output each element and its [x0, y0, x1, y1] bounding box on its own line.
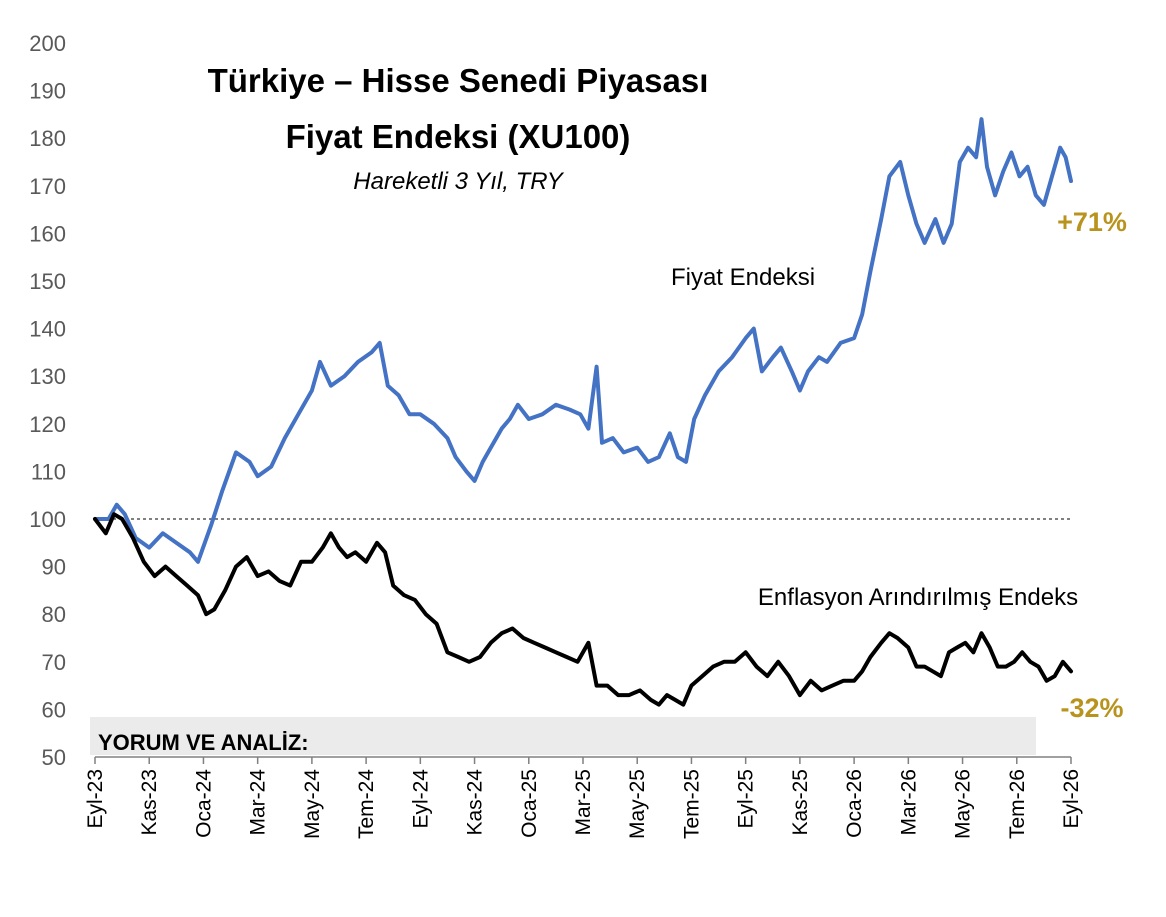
- y-tick-label: 130: [29, 364, 66, 389]
- x-tick-label: Kas-25: [789, 769, 812, 836]
- comment-label: YORUM VE ANALİZ:: [98, 730, 309, 755]
- x-tick-label: Eyl-25: [735, 769, 758, 829]
- x-tick-label: Kas-24: [464, 769, 487, 836]
- series-line-real-index: [93, 512, 1073, 707]
- y-tick-label: 70: [42, 650, 66, 675]
- series-line-price-index: [93, 117, 1073, 564]
- y-tick-label: 100: [29, 507, 66, 532]
- x-tick-label: Tem-24: [355, 769, 378, 839]
- y-tick-label: 110: [31, 459, 66, 484]
- y-tick-label: 60: [42, 697, 66, 722]
- x-tick-label: May-25: [626, 769, 649, 839]
- end-label-real-index: -32%: [1060, 693, 1123, 723]
- x-tick-labels: Eyl-23 Kas-23 Oca-24 Mar-24 May-24 Tem-24 Eyl-…: [84, 769, 1083, 839]
- x-tick-label: Eyl-26: [1060, 769, 1083, 829]
- x-tick-label: Tem-26: [1006, 769, 1029, 839]
- chart-subtitle: Hareketli 3 Yıl, TRY: [353, 168, 564, 195]
- x-tick-label: Mar-24: [247, 769, 270, 836]
- y-tick-label: 80: [42, 602, 66, 627]
- x-tick-label: Mar-25: [572, 769, 595, 836]
- x-tick-label: Tem-25: [680, 769, 703, 839]
- x-tick-label: Mar-26: [897, 769, 920, 836]
- series-label-price-index: Fiyat Endeksi: [671, 264, 815, 291]
- y-tick-label: 200: [29, 31, 66, 56]
- y-tick-label: 180: [29, 126, 66, 151]
- x-tick-label: May-24: [301, 769, 324, 839]
- y-tick-label: 90: [42, 555, 66, 580]
- y-tick-label: 160: [29, 221, 66, 246]
- x-tick-label: Oca-26: [843, 769, 866, 838]
- x-tick-label: Oca-24: [192, 769, 215, 838]
- y-tick-label: 50: [42, 745, 66, 770]
- series-label-real-index: Enflasyon Arındırılmış Endeks: [758, 584, 1078, 611]
- y-tick-label: 150: [29, 269, 66, 294]
- x-tick-label: Eyl-23: [84, 769, 107, 829]
- y-tick-label: 190: [29, 79, 66, 104]
- x-tick-label: Oca-25: [518, 769, 541, 838]
- x-tick-label: Eyl-24: [409, 769, 432, 829]
- x-tick-label: May-26: [952, 769, 975, 839]
- x-tick-label: Kas-23: [138, 769, 161, 836]
- y-tick-label: 120: [29, 412, 66, 437]
- comment-box: [90, 717, 1036, 755]
- y-tick-label: 170: [29, 174, 66, 199]
- axis-layer: [94, 756, 1072, 764]
- chart-title-line2: Fiyat Endeksi (XU100): [286, 118, 631, 155]
- y-tick-labels: 50 60 70 80 90 100 110 120 130 140 150 160 170 180 190…: [29, 31, 66, 770]
- end-label-price-index: +71%: [1057, 207, 1127, 237]
- series-layer: [93, 117, 1073, 707]
- y-tick-label: 140: [29, 317, 66, 342]
- chart-title-line1: Türkiye – Hisse Senedi Piyasası: [208, 62, 709, 99]
